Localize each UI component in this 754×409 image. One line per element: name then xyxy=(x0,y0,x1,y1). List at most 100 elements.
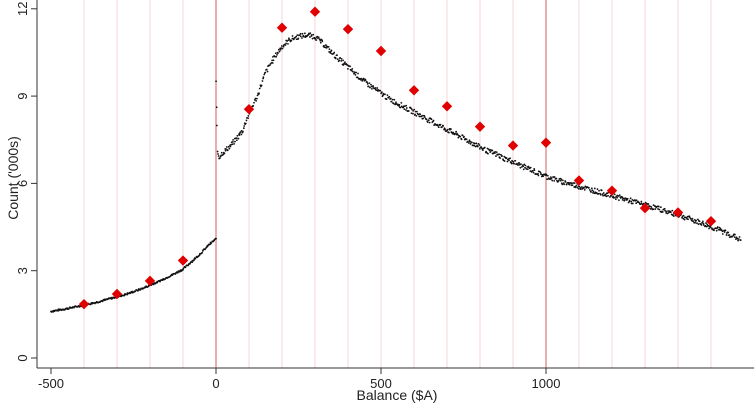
count-dot xyxy=(299,32,302,35)
count-dot xyxy=(235,139,238,142)
count-dot xyxy=(372,86,374,88)
count-dot xyxy=(618,194,621,197)
count-dot xyxy=(481,149,484,152)
count-dot xyxy=(57,309,60,312)
count-dot xyxy=(681,216,683,219)
highlight-diamond xyxy=(243,103,255,115)
count-dot xyxy=(235,137,238,139)
count-dot xyxy=(229,145,232,148)
count-dot xyxy=(310,34,313,36)
count-dot xyxy=(663,207,666,210)
count-dot xyxy=(225,148,227,150)
count-dot xyxy=(635,199,638,202)
y-tick-label: 0 xyxy=(15,354,30,361)
count-dot xyxy=(602,194,604,197)
count-dot xyxy=(592,190,595,193)
count-dot xyxy=(240,130,243,132)
count-dot xyxy=(342,59,344,62)
count-dot xyxy=(316,35,319,38)
count-dot xyxy=(491,149,494,152)
reference-lines xyxy=(83,0,712,368)
count-dot xyxy=(657,205,660,208)
count-dot xyxy=(602,192,605,194)
count-dot xyxy=(380,91,383,94)
highlight-diamond xyxy=(342,23,354,35)
count-dot xyxy=(619,197,622,199)
count-dot xyxy=(682,217,685,220)
count-dot xyxy=(247,117,249,120)
count-dot xyxy=(733,233,736,236)
count-dot xyxy=(738,236,741,238)
count-dot xyxy=(728,234,731,236)
count-dot xyxy=(725,234,728,236)
count-dot xyxy=(318,38,321,41)
highlight-diamond xyxy=(507,140,519,151)
count-dot xyxy=(287,37,290,40)
count-dot xyxy=(578,185,581,188)
count-dot xyxy=(559,179,562,182)
count-dot xyxy=(553,176,556,178)
count-dot xyxy=(495,151,498,154)
count-dot xyxy=(301,37,303,39)
count-dot xyxy=(687,218,689,221)
count-dot xyxy=(537,174,540,177)
count-dot xyxy=(514,159,517,162)
count-dot xyxy=(361,79,364,82)
count-dot xyxy=(486,147,489,150)
count-dot xyxy=(271,62,274,64)
count-dot xyxy=(452,131,455,134)
count-dot xyxy=(577,187,580,190)
count-dot xyxy=(421,114,424,117)
count-dot xyxy=(338,59,341,62)
count-dot xyxy=(353,71,356,74)
count-dot xyxy=(518,162,521,164)
count-dot xyxy=(716,226,719,228)
count-dot xyxy=(360,77,363,80)
count-dot xyxy=(591,189,594,192)
count-dot xyxy=(362,77,365,80)
count-dot xyxy=(617,199,620,202)
count-dot xyxy=(506,160,509,163)
x-tick-label: 1000 xyxy=(532,376,561,391)
count-dot xyxy=(245,119,248,122)
count-dot xyxy=(439,123,442,126)
count-dot xyxy=(727,231,730,234)
count-dot xyxy=(356,76,359,79)
count-dot xyxy=(560,178,563,180)
count-dot xyxy=(301,32,304,35)
count-dot xyxy=(405,109,407,111)
highlight-diamond xyxy=(276,22,288,33)
count-dot xyxy=(478,147,481,150)
count-dot xyxy=(694,221,697,224)
count-dot xyxy=(520,163,522,166)
count-dot xyxy=(595,191,598,194)
count-dot xyxy=(475,142,478,145)
count-dot xyxy=(327,45,330,48)
count-dot xyxy=(498,153,501,156)
count-dot xyxy=(299,35,302,38)
count-dot xyxy=(405,107,408,109)
count-dot xyxy=(298,34,301,36)
count-dot xyxy=(325,46,328,49)
count-dot xyxy=(351,70,354,73)
count-dot xyxy=(587,186,590,189)
count-dot xyxy=(231,143,234,146)
count-dot xyxy=(323,44,325,47)
count-dot xyxy=(532,171,535,174)
count-dot xyxy=(696,218,699,221)
count-dot xyxy=(263,73,266,76)
count-dot xyxy=(339,56,342,59)
count-dot xyxy=(390,100,393,103)
count-dot xyxy=(393,98,396,101)
highlight-diamond xyxy=(606,185,618,196)
count-dot xyxy=(459,135,462,138)
count-dot xyxy=(277,52,279,55)
count-dot xyxy=(555,177,558,180)
count-dot xyxy=(366,83,369,85)
count-dot xyxy=(494,150,497,153)
count-dot xyxy=(194,257,197,260)
count-dot xyxy=(737,239,740,242)
count-dot xyxy=(427,119,430,122)
